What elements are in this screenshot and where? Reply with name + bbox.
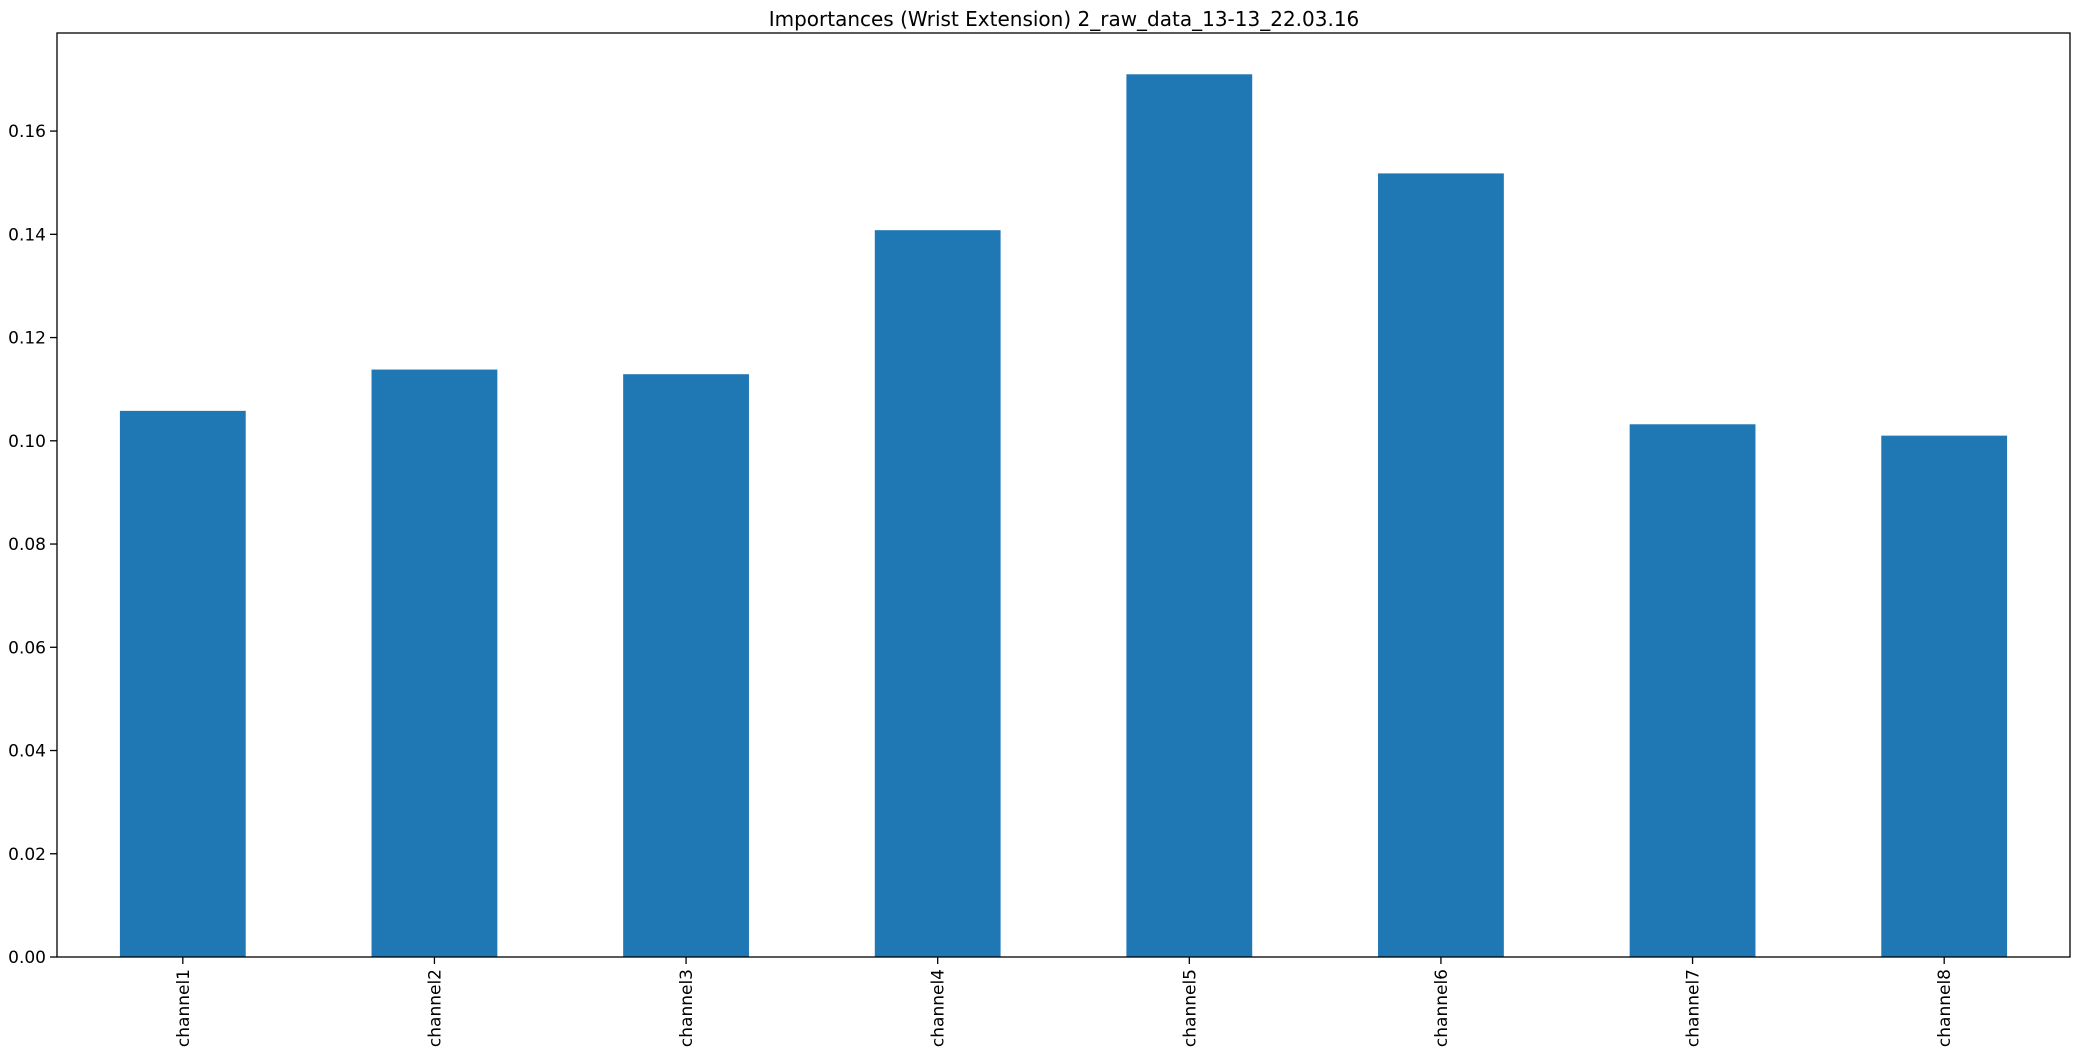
y-tick-label-0.10: 0.10 xyxy=(8,432,46,452)
x-tick-label-channel3: channel3 xyxy=(677,969,697,1047)
x-tick-label-channel4: channel4 xyxy=(929,969,949,1047)
x-tick-label-channel8: channel8 xyxy=(1935,969,1955,1047)
bar-channel7 xyxy=(1629,424,1756,957)
x-tick-label-channel2: channel2 xyxy=(425,969,445,1047)
y-tick-label-0.16: 0.16 xyxy=(8,122,46,142)
x-tick-label-channel1: channel1 xyxy=(174,969,194,1047)
y-tick-label-0.04: 0.04 xyxy=(8,742,46,762)
y-tick-label-0.00: 0.00 xyxy=(8,948,46,968)
bar-channel5 xyxy=(1126,74,1253,958)
bar-channel3 xyxy=(623,374,749,957)
x-tick-label-channel6: channel6 xyxy=(1432,969,1452,1047)
y-tick-label-0.12: 0.12 xyxy=(8,329,46,349)
y-tick-label-0.14: 0.14 xyxy=(8,225,46,245)
y-axis: 0.00 0.02 0.04 0.06 0.08 0.10 0.12 0.14 0.16 xyxy=(8,122,57,968)
x-tick-label-channel5: channel5 xyxy=(1180,969,1200,1047)
bars-group xyxy=(119,74,2008,958)
bar-channel8 xyxy=(1881,435,2008,958)
bar-channel6 xyxy=(1378,173,1504,957)
bar-channel2 xyxy=(371,369,498,958)
plot-frame xyxy=(56,32,2071,958)
x-axis: channel1 channel2 channel3 channel4 channel5… xyxy=(174,957,1955,1047)
bar-channel4 xyxy=(874,230,1001,957)
chart-title: Importances (Wrist Extension) 2_raw_data… xyxy=(769,7,1360,31)
y-tick-label-0.06: 0.06 xyxy=(8,638,46,658)
bar-channel1 xyxy=(119,410,246,957)
y-tick-label-0.02: 0.02 xyxy=(8,845,46,865)
y-tick-label-0.08: 0.08 xyxy=(8,535,46,555)
x-tick-label-channel7: channel7 xyxy=(1684,969,1704,1047)
